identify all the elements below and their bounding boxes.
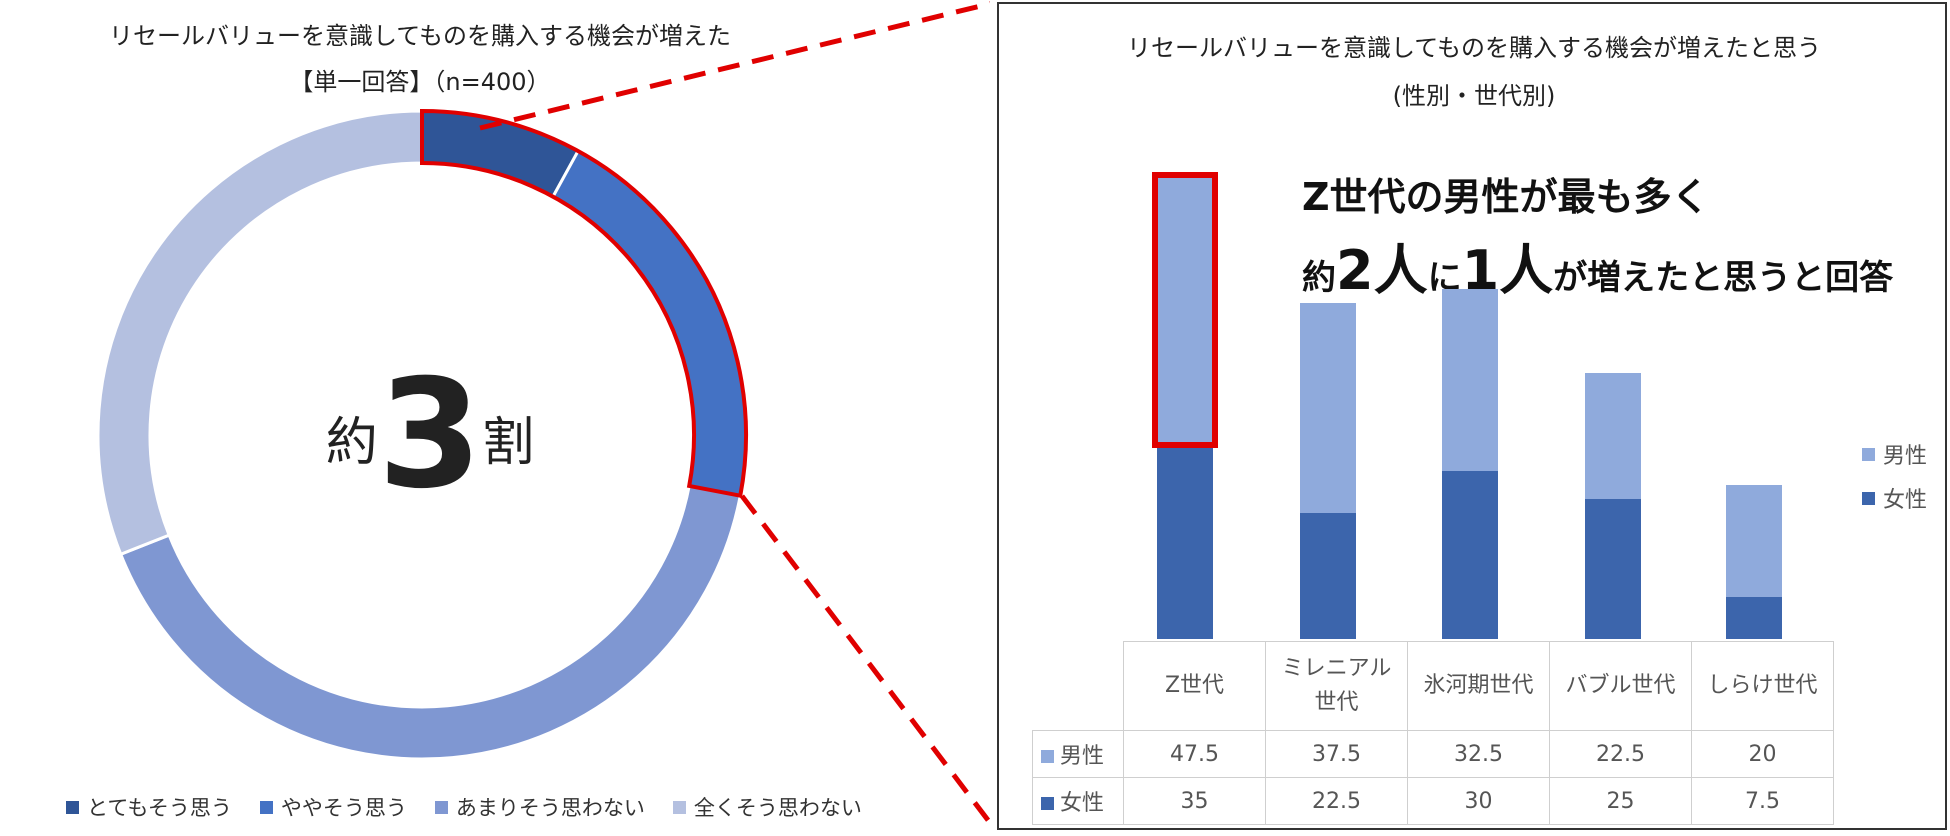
- table-cell: 37.5: [1265, 730, 1408, 778]
- bar-male: [1157, 177, 1213, 443]
- center-prefix: 約: [325, 413, 378, 473]
- bar-female: [1300, 513, 1356, 639]
- headline-line1: Z世代の男性が最も多く: [1302, 175, 1710, 219]
- donut-legend: とてもそう思う ややそう思う あまりそう思わない 全くそう思わない: [66, 792, 862, 822]
- table-cell: 35: [1123, 777, 1266, 825]
- table-header-cell: ミレニアル 世代: [1265, 641, 1408, 731]
- right-chart-subtitle: (性別・世代別): [1392, 82, 1556, 110]
- center-suffix: 割: [482, 413, 535, 473]
- legend-swatch: [66, 800, 79, 814]
- table-cell: 25: [1549, 777, 1692, 825]
- legend-label: とてもそう思う: [87, 796, 232, 820]
- legend-label: あまりそう思わない: [455, 796, 645, 820]
- donut-slice: [118, 484, 743, 761]
- legend-item-male: 男性: [1862, 438, 1927, 470]
- table-row-male: 男性 47.5 37.5 32.5 22.5 20: [1032, 730, 1834, 778]
- bar-female: [1585, 499, 1641, 639]
- bar-female: [1442, 471, 1498, 639]
- bar-highlight-outline: [1152, 172, 1218, 448]
- legend-swatch: [434, 800, 448, 814]
- table-row-female: 女性 35 22.5 30 25 7.5: [1032, 777, 1834, 825]
- legend-swatch: [1862, 447, 1875, 461]
- legend-swatch: [1862, 491, 1875, 505]
- table-cell: 22.5: [1549, 730, 1692, 778]
- legend-item: あまりそう思わない: [434, 792, 645, 822]
- legend-swatch: [672, 800, 686, 814]
- left-chart-subtitle: 【単一回答】（n=400）: [289, 68, 551, 96]
- table-header-cell: Z世代: [1123, 641, 1266, 731]
- legend-swatch: [259, 800, 273, 814]
- callout-line-bottom: [740, 494, 990, 827]
- left-chart-title: リセールバリューを意識してものを購入する機会が増えた: [108, 22, 732, 50]
- bar-male: [1726, 485, 1782, 597]
- bar-male: [1300, 303, 1356, 513]
- legend-item-female: 女性: [1862, 482, 1927, 514]
- table-cell: 22.5: [1265, 777, 1408, 825]
- right-chart-panel: リセールバリューを意識してものを購入する機会が増えたと思う (性別・世代別) Z…: [997, 2, 1947, 830]
- legend-item: とてもそう思う: [66, 792, 232, 822]
- bar-female: [1726, 597, 1782, 639]
- callout-line-top: [479, 1, 990, 131]
- table-row-head: 女性: [1032, 777, 1124, 825]
- right-chart-title: リセールバリューを意識してものを購入する機会が増えたと思う: [1126, 34, 1822, 62]
- legend-item: ややそう思う: [259, 792, 407, 822]
- stacked-bar-chart: [1152, 172, 1782, 639]
- donut-highlight-outline: [420, 108, 748, 499]
- legend-label: 男性: [1883, 444, 1928, 469]
- donut-chart: [96, 1, 990, 827]
- table-cell: 47.5: [1123, 730, 1266, 778]
- donut-center-label: 約3割: [300, 360, 560, 510]
- table-cell: 32.5: [1407, 730, 1550, 778]
- center-number: 3: [377, 348, 483, 522]
- table-header-row: Z世代 ミレニアル 世代 氷河期世代 バブル世代 しらけ世代: [1033, 641, 1834, 731]
- bar-male: [1585, 373, 1641, 499]
- table-header-cell: しらけ世代: [1691, 641, 1834, 731]
- table-cell: 20: [1691, 730, 1834, 778]
- bar-female: [1157, 443, 1213, 639]
- data-table: Z世代 ミレニアル 世代 氷河期世代 バブル世代 しらけ世代 男性 47.5 37…: [1032, 641, 1834, 825]
- bar-male: [1442, 289, 1498, 471]
- legend-item: 全くそう思わない: [672, 792, 862, 822]
- legend-label: 女性: [1883, 488, 1928, 513]
- table-cell: 7.5: [1691, 777, 1834, 825]
- table-header-cell: バブル世代: [1549, 641, 1692, 731]
- legend-label: 全くそう思わない: [693, 796, 862, 820]
- table-row-head: 男性: [1032, 730, 1124, 778]
- table-header-cell: 氷河期世代: [1407, 641, 1550, 731]
- table-cell: 30: [1407, 777, 1550, 825]
- headline-line2: 約2人に1人が増えたと思うと回答: [1302, 239, 1894, 302]
- legend-label: ややそう思う: [280, 796, 407, 820]
